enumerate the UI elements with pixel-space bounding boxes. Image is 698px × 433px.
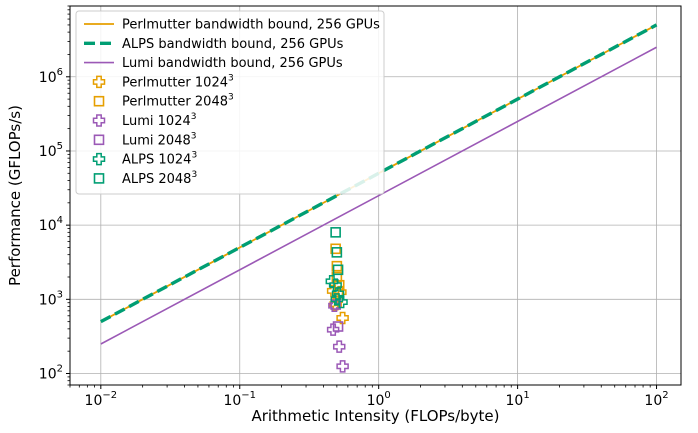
x-axis-label: Arithmetic Intensity (FLOPs/byte) (251, 407, 499, 425)
data-point (331, 247, 343, 258)
legend-label: Perlmutter bandwidth bound, 256 GPUs (122, 18, 380, 33)
data-point (332, 264, 344, 276)
legend-label: Lumi bandwidth bound, 256 GPUs (122, 56, 343, 71)
data-point (335, 295, 348, 309)
x-tick-label: 10−2 (85, 390, 118, 409)
legend-label: Perlmutter 10243 (122, 73, 234, 90)
y-tick-label: 103 (39, 289, 63, 308)
bound-line (100, 46, 657, 345)
data-point (330, 243, 341, 255)
legend-marker (92, 152, 106, 166)
legend-marker (92, 114, 106, 127)
data-point (330, 227, 341, 238)
legend-label: ALPS bandwidth bound, 256 GPUs (122, 37, 344, 52)
legend-marker (93, 134, 105, 146)
legend-label: Lumi 20483 (122, 131, 196, 148)
data-point (332, 321, 344, 332)
legend-marker (93, 173, 105, 184)
legend-label: ALPS 20483 (122, 170, 197, 187)
legend: Perlmutter bandwidth bound, 256 GPUs ALPS… (75, 10, 385, 195)
data-point (336, 360, 349, 373)
data-point (331, 260, 343, 272)
data-point (330, 293, 344, 306)
data-point (329, 278, 342, 292)
data-point (336, 311, 349, 325)
legend-marker (93, 95, 105, 107)
y-tick-label: 102 (39, 364, 63, 383)
data-point (331, 287, 345, 300)
data-point (332, 340, 346, 353)
legend-label: Perlmutter 20483 (122, 93, 234, 110)
x-tick-label: 101 (506, 390, 530, 409)
x-tick-label: 10−1 (223, 390, 256, 409)
legend-label: Lumi 10243 (122, 112, 196, 129)
y-axis-label: Performance (GFLOPs/s) (6, 105, 24, 286)
y-tick-label: 104 (39, 215, 63, 234)
y-tick-label: 106 (39, 67, 63, 86)
legend-label: ALPS 10243 (122, 151, 197, 168)
plot-frame (69, 5, 682, 386)
data-point (326, 323, 340, 336)
legend-marker (92, 75, 106, 89)
x-tick-label: 100 (367, 390, 391, 409)
y-tick-label: 105 (39, 141, 63, 160)
axis-ticks: 10−2 10−1 100 101 102 102 103 104 105 106 (39, 5, 669, 409)
legend-box (75, 10, 385, 195)
data-points (325, 227, 349, 373)
x-tick-label: 102 (644, 390, 668, 409)
